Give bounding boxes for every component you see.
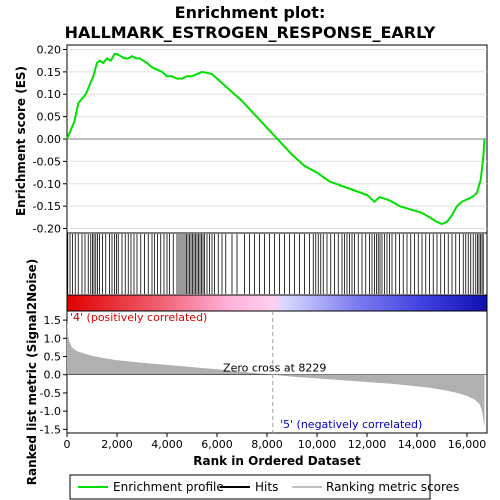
x-tick-label: 12,000 [348, 438, 387, 451]
x-ticks: 0 2,000 4,000 6,000 8,000 10,000 12,000 14,000 1… [64, 433, 487, 451]
es-y-tick-label: 0.10 [37, 88, 62, 101]
metric-y-tick-label: -1.5 [40, 423, 61, 436]
negative-correlation-label: '5' (negatively correlated) [280, 418, 422, 431]
legend-hits-label: Hits [255, 480, 278, 494]
x-axis-label: Rank in Ordered Dataset [193, 454, 361, 468]
es-y-tick-label: -0.10 [33, 178, 61, 191]
x-tick-label: 10,000 [298, 438, 337, 451]
es-y-tick-label: -0.20 [33, 223, 61, 236]
rank-color-bar [66, 294, 488, 312]
positive-correlation-label: '4' (positively correlated) [70, 311, 207, 324]
hits-panel-frame [66, 232, 488, 296]
hits-marks [67, 234, 484, 294]
metric-y-ticks: 1.5 1.0 0.5 0.0 -0.5 -1.0 -1.5 [40, 314, 67, 436]
metric-y-tick-label: -1.0 [40, 405, 61, 418]
metric-y-axis-label: Ranked list metric (Signal2Noise) [25, 259, 39, 486]
x-tick-label: 6,000 [201, 438, 233, 451]
x-tick-label: 4,000 [151, 438, 183, 451]
es-y-tick-label: 0.05 [37, 111, 62, 124]
es-grid [67, 48, 487, 230]
es-y-tick-label: 0.15 [37, 66, 62, 79]
metric-y-tick-label: 1.0 [44, 332, 62, 345]
metric-y-tick-label: 1.5 [44, 314, 62, 327]
es-y-tick-label: -0.15 [33, 200, 61, 213]
x-tick-label: 2,000 [101, 438, 133, 451]
metric-y-tick-label: 0.0 [44, 369, 62, 382]
metric-y-tick-label: -0.5 [40, 387, 61, 400]
metric-y-tick-label: 0.5 [44, 351, 62, 364]
chart-title-line2: HALLMARK_ESTROGEN_RESPONSE_EARLY [65, 23, 436, 42]
es-y-tick-label: 0.00 [37, 133, 62, 146]
legend-enrichment-label: Enrichment profile [113, 480, 224, 494]
ranking-metric-area [67, 320, 485, 428]
es-y-tick-label: -0.05 [33, 155, 61, 168]
es-y-tick-label: 0.20 [37, 43, 62, 56]
es-y-axis-label: Enrichment score (ES) [14, 66, 28, 216]
es-y-ticks: 0.20 0.15 0.10 0.05 0.00 -0.05 -0.10 -0.15 -0.20 [33, 43, 67, 236]
x-tick-label: 0 [64, 438, 71, 451]
chart-title-line1: Enrichment plot: [175, 3, 326, 22]
legend-metric-label: Ranking metric scores [326, 480, 459, 494]
enrichment-profile-line [66, 53, 486, 226]
x-tick-label: 16,000 [448, 438, 487, 451]
x-tick-label: 8,000 [251, 438, 283, 451]
x-tick-label: 14,000 [398, 438, 437, 451]
zero-cross-label: Zero cross at 8229 [223, 362, 326, 375]
